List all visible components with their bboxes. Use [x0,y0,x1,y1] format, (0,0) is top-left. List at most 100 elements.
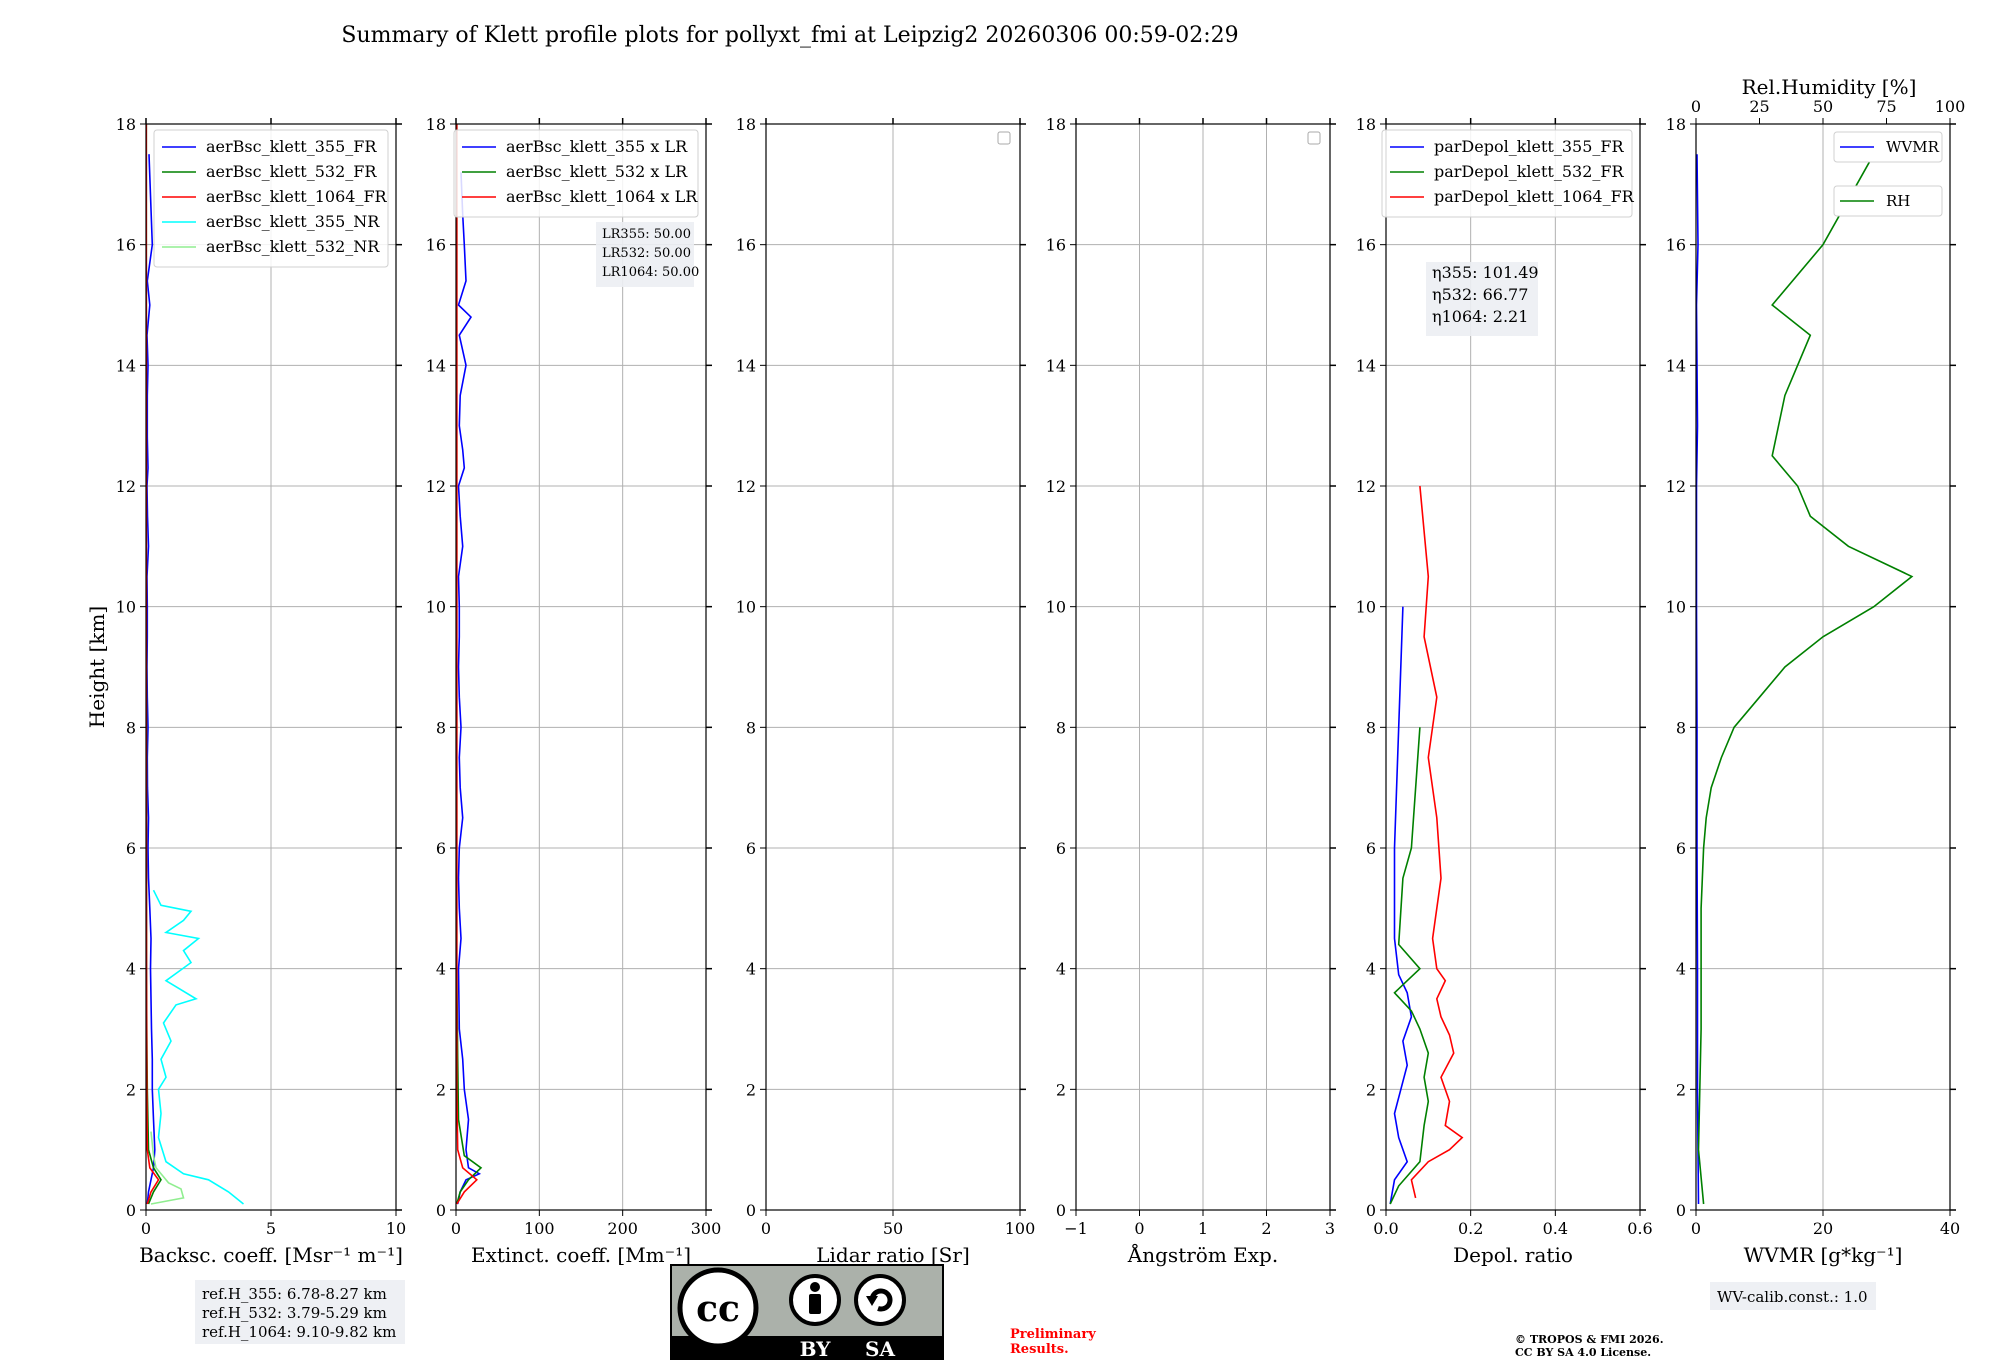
y-tick-label: 12 [1666,477,1686,496]
y-tick-label: 16 [1046,236,1066,255]
figure-title: Summary of Klett profile plots for polly… [341,23,1238,48]
panel-wv: 0 20 40 0 2 4 6 8 10 12 14 16 18 WVMR [g*kg⁻¹] 0 25 50 75… [1666,75,1966,1267]
y-tick-label: 10 [116,598,136,617]
series-line-aerBsc_klett_355_NR [152,889,245,1205]
preliminary-label: Preliminary [1010,1327,1096,1342]
ref-h-1064: ref.H_1064: 9.10-9.82 km [202,1323,396,1341]
x-tick-label: 100 [1005,1219,1036,1238]
series-line-aerBsc_klett_355_FR [146,154,156,1205]
y-tick-label: 8 [1676,718,1686,737]
panel-ext: 0 100 200 300 0 2 4 6 8 10 12 14 16 18 Extinct. coeff.… [426,115,722,1267]
y-tick-label: 6 [1676,839,1686,858]
y-tick-label: 18 [736,115,756,134]
y-tick-label: 6 [126,839,136,858]
y-tick-label: 6 [1366,839,1376,858]
cc-logo-text: cc [696,1288,740,1330]
wv-calib-label: WV-calib.const.: 1.0 [1717,1288,1868,1306]
axes-frame [1385,123,1641,1211]
x-tick-label: 0.4 [1543,1219,1568,1238]
legend-label: aerBsc_klett_532_FR [206,162,377,181]
axes-frame [765,123,1021,1211]
y-tick-label: 18 [1356,115,1376,134]
x-tick-label: 0.2 [1458,1219,1483,1238]
legend-label: aerBsc_klett_1064_FR [206,187,388,206]
empty-legend-box [1307,131,1321,145]
axes-frame [455,123,707,1211]
y-tick-label: 12 [736,477,756,496]
legend-label: RH [1886,192,1910,210]
y-tick-label: 8 [1366,718,1376,737]
x-axis-label: Extinct. coeff. [Mm⁻¹] [471,1243,691,1267]
x2-axis-label: Rel.Humidity [%] [1742,75,1917,99]
x-axis-label: Backsc. coeff. [Msr⁻¹ m⁻¹] [139,1243,403,1267]
y-tick-label: 10 [1666,598,1686,617]
y-tick-label: 2 [1366,1080,1376,1099]
y-tick-label: 8 [126,718,136,737]
x-axis-label: Ångström Exp. [1127,1242,1278,1267]
series-line-parDepol_klett_532_FR [1389,727,1430,1205]
legend-label: aerBsc_klett_355_FR [206,137,377,156]
y-tick-label: 12 [1046,477,1066,496]
legend-label: WVMR [1886,138,1940,156]
person-icon-head [810,1282,820,1292]
x-axis-label: Depol. ratio [1453,1243,1573,1267]
copyright-line-2: CC BY SA 4.0 License. [1515,1346,1651,1359]
y-tick-label: 0 [126,1201,136,1220]
y-tick-label: 4 [1366,960,1376,979]
x-tick-label: 2 [1261,1219,1271,1238]
series-line-aerBsc_klett_532_NR [150,1131,185,1205]
x-tick-label: 0.6 [1627,1219,1652,1238]
series-line-WVMR [1695,154,1700,1205]
y-tick-label: 0 [746,1201,756,1220]
ref-h-532: ref.H_532: 3.79-5.29 km [202,1304,387,1322]
panel-bsc: 0 5 10 0 2 4 6 8 10 12 14 16 18 Backsc. coeff. [Msr⁻¹… [85,115,406,1267]
y-tick-label: 12 [1356,477,1376,496]
y-tick-label: 16 [1356,236,1376,255]
x-tick-label: 1 [1198,1219,1208,1238]
y-tick-label: 18 [116,115,136,134]
y-tick-label: 8 [746,718,756,737]
y-tick-label: 18 [426,115,446,134]
y-tick-label: 8 [1056,718,1066,737]
y-tick-label: 6 [436,839,446,858]
x2-tick-label: 25 [1749,97,1769,116]
y-tick-label: 10 [1356,598,1376,617]
cc-by-sa-logo: cc BY SA [670,1264,944,1360]
y-tick-label: 14 [1046,356,1066,375]
x-tick-label: 0 [761,1219,771,1238]
x-axis-label: Lidar ratio [Sr] [816,1243,970,1267]
wv-calib-box: WV-calib.const.: 1.0 [1710,1282,1876,1310]
y-tick-label: 0 [1056,1201,1066,1220]
y-tick-label: 2 [436,1080,446,1099]
cc-circle-icon [677,1267,759,1349]
y-tick-label: 10 [736,598,756,617]
y-tick-label: 14 [1666,356,1686,375]
x-tick-label: 0 [1691,1219,1701,1238]
annotation-box [596,222,694,287]
x2-tick-label: 0 [1691,97,1701,116]
y-axis-label: Height [km] [85,606,109,728]
reference-heights-box: ref.H_355: 6.78-8.27 km ref.H_532: 3.79-… [195,1280,405,1344]
y-tick-label: 16 [1666,236,1686,255]
ref-h-355: ref.H_355: 6.78-8.27 km [202,1285,387,1303]
legend-box [1833,185,1943,217]
legend-label: aerBsc_klett_355_NR [206,212,380,231]
y-tick-label: 4 [1056,960,1066,979]
x-tick-label: 0 [451,1219,461,1238]
annotation-text: LR1064: 50.00 [602,265,699,280]
series-line-aerBsc_klett_1064 x LR [455,124,478,1205]
legend-label: aerBsc_klett_532 x LR [506,162,688,181]
legend-box [1833,131,1943,163]
panel-lr: 0 50 100 0 2 4 6 8 10 12 14 16 18 Lidar ratio [Sr] [736,115,1036,1267]
legend-label: aerBsc_klett_355 x LR [506,137,688,156]
x-tick-label: 3 [1325,1219,1335,1238]
axes-frame [145,123,397,1211]
legend-box [1381,129,1633,218]
x-tick-label: 200 [607,1219,638,1238]
y-tick-label: 2 [126,1080,136,1099]
x-tick-label: −1 [1064,1219,1088,1238]
x-tick-label: 10 [386,1219,406,1238]
x2-tick-label: 50 [1813,97,1833,116]
